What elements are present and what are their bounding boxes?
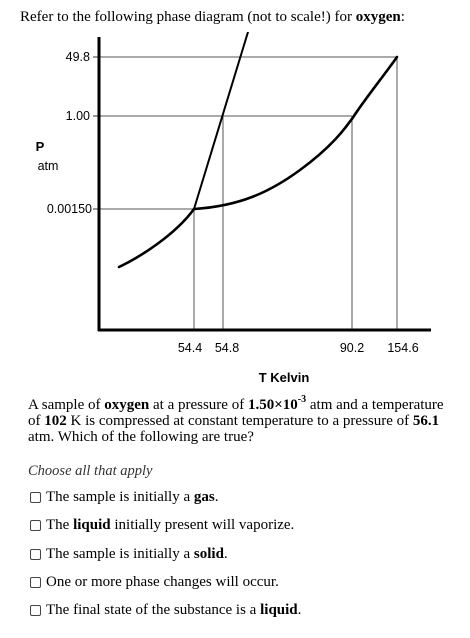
- option-text-bold: liquid: [73, 516, 111, 533]
- option-text-bold: gas: [193, 488, 215, 505]
- q-pressure-mantissa: 1.50×10: [247, 397, 298, 413]
- q-pressure: 1.50×10-3: [247, 394, 307, 414]
- y-tick-label: 1.00: [66, 109, 90, 123]
- option-text-pre: The sample is initially a: [46, 545, 191, 562]
- option-phase-changes[interactable]: One or more phase changes will occur.: [30, 573, 279, 591]
- checkbox[interactable]: [30, 548, 41, 560]
- q-temperature: 102: [44, 413, 67, 429]
- q-pressure-exponent: -3: [297, 394, 307, 405]
- intro-end: :: [400, 9, 405, 25]
- option-text-post: .: [214, 488, 219, 505]
- x-axis-label: T Kelvin: [259, 370, 310, 385]
- q-substance: oxygen: [104, 397, 150, 413]
- x-tick-label: 90.2: [340, 341, 364, 355]
- option-text-post: .: [297, 601, 302, 618]
- question-text: A sample of oxygen at a pressure of 1.50…: [28, 394, 453, 446]
- option-text-bold: liquid: [260, 601, 298, 618]
- checkbox[interactable]: [30, 576, 41, 588]
- x-tick-label: 54.4: [178, 341, 202, 355]
- phase-diagram: 49.8 1.00 0.00150 P atm 54.4 54.8 90.2 1…: [36, 32, 431, 385]
- q-part-1: A sample of: [28, 397, 101, 413]
- option-text-pre: The: [46, 516, 70, 533]
- option-text-pre: One or more phase changes will occur.: [46, 573, 279, 590]
- solid-liquid-boundary: [193, 32, 249, 210]
- intro-text: Refer to the following phase diagram (no…: [20, 8, 460, 26]
- option-initially-solid[interactable]: The sample is initially a solid.: [30, 545, 228, 563]
- intro-substance: oxygen: [355, 9, 401, 25]
- option-text-bold: solid: [193, 545, 224, 562]
- option-text-post: initially present will vaporize.: [114, 516, 295, 533]
- intro-sentence: Refer to the following phase diagram (no…: [20, 9, 352, 25]
- option-final-liquid[interactable]: The final state of the substance is a li…: [30, 601, 301, 619]
- checkbox[interactable]: [30, 604, 41, 616]
- q-final-pressure: 56.1: [412, 413, 440, 429]
- y-axis-label-unit: atm: [38, 159, 59, 173]
- q-part-2: at a pressure of: [153, 397, 245, 413]
- option-text-post: .: [223, 545, 228, 562]
- option-text-pre: The final state of the substance is a: [46, 601, 257, 618]
- q-part-5: atm. Which of the following are true?: [28, 429, 254, 445]
- liquid-gas-boundary: [192, 55, 399, 211]
- y-axis-label-p: P: [36, 139, 45, 154]
- checkbox[interactable]: [30, 519, 41, 531]
- choose-all-hint: Choose all that apply: [28, 463, 153, 479]
- option-liquid-vaporize[interactable]: The liquid initially present will vapori…: [30, 516, 294, 534]
- x-tick-label: 154.6: [387, 341, 418, 355]
- solid-gas-boundary: [117, 207, 196, 269]
- checkbox[interactable]: [30, 491, 41, 503]
- y-tick-label: 49.8: [66, 50, 90, 64]
- q-part-4: K is compressed at constant temperature …: [70, 413, 410, 429]
- y-tick-label: 0.00150: [47, 202, 92, 216]
- x-tick-label: 54.8: [215, 341, 239, 355]
- option-initially-gas[interactable]: The sample is initially a gas.: [30, 488, 218, 506]
- option-text-pre: The sample is initially a: [46, 488, 191, 505]
- q-part-3: atm and a temperature of: [28, 397, 444, 429]
